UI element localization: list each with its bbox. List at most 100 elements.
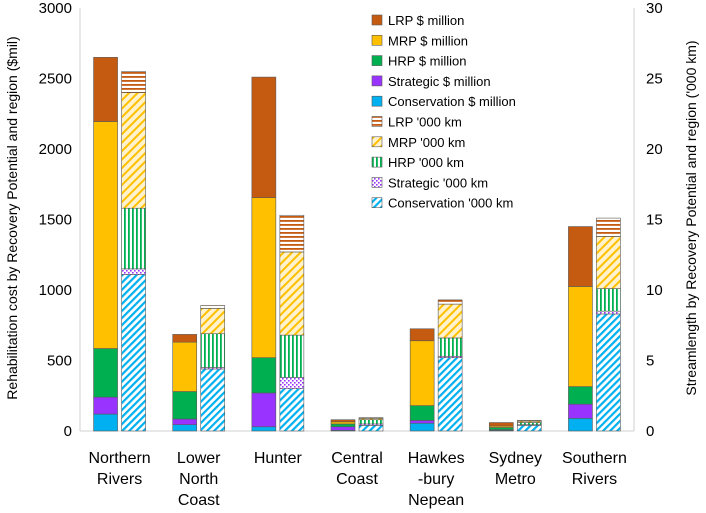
cost-bar-segment (93, 348, 118, 398)
length-bar-segment (279, 251, 305, 336)
legend-label: Strategic '000 km (388, 175, 488, 190)
legend-swatch (371, 156, 383, 168)
legend-label: Strategic $ million (388, 74, 491, 89)
length-bar-segment (121, 274, 146, 432)
cost-bar-segment (93, 57, 118, 122)
y2-tick-label: 20 (646, 141, 663, 158)
length-bar-segment (516, 425, 542, 432)
legend-label: LRP '000 km (388, 115, 462, 130)
length-bar-segment (358, 419, 384, 425)
legend-swatch (371, 34, 383, 46)
cost-bar-segment (409, 405, 435, 421)
length-bar-segment (279, 377, 305, 390)
length-bar-segment (200, 308, 226, 335)
legend-label: MRP '000 km (388, 135, 465, 150)
legend-label: Conservation '000 km (388, 196, 513, 211)
cost-bar-segment (568, 418, 593, 432)
cost-bar-segment (330, 421, 356, 425)
length-bar-segment (596, 313, 621, 432)
legend-swatch (371, 197, 383, 208)
x-category-label: Central Coast (331, 450, 383, 488)
x-category-label: Hunter (254, 450, 303, 467)
y-tick-label: 1500 (39, 212, 72, 229)
cost-bar-segment (93, 396, 118, 415)
length-bar-segment (279, 334, 305, 378)
length-bar-segment (121, 268, 146, 275)
length-bar-segment (596, 217, 621, 237)
y-tick-label: 500 (47, 353, 72, 370)
length-bar-segment (121, 71, 146, 93)
y2-tick-label: 25 (646, 71, 663, 88)
cost-bar-segment (568, 226, 593, 287)
length-bar-segment (437, 299, 463, 305)
legend-swatch (371, 136, 383, 148)
y2-tick-label: 30 (646, 0, 663, 17)
cost-bar-segment (330, 423, 356, 428)
cost-bar-segment (172, 418, 198, 425)
legend-label: Conservation $ million (388, 94, 516, 109)
length-bar-segment (437, 303, 463, 339)
x-category-label: Northern Rivers (88, 450, 150, 488)
cost-bar-segment (330, 426, 356, 431)
legend-label: HRP '000 km (388, 155, 464, 170)
y2-tick-label: 5 (646, 353, 654, 370)
y2-axis-title: Streamlength by Recovery Potential and r… (683, 40, 699, 395)
legend-swatch (371, 14, 383, 26)
cost-bar-segment (568, 286, 593, 387)
x-category-label: Sydney Metro (489, 450, 542, 488)
length-bar-segment (596, 310, 621, 315)
legend-swatch (371, 55, 383, 66)
cost-bar-segment (172, 341, 198, 392)
length-bar-segment (200, 368, 226, 432)
y-tick-label: 2000 (39, 141, 72, 158)
x-category-label: Lower North Coast (177, 450, 221, 509)
cost-bar-segment (251, 197, 277, 358)
cost-bar-segment (251, 426, 277, 432)
y-axis-title: Rehabilitation cost by Recovery Potentia… (4, 36, 20, 399)
length-bar-segment (200, 333, 226, 368)
y-tick-label: 3000 (39, 0, 72, 17)
y-tick-label: 1000 (39, 282, 72, 299)
cost-bar-segment (488, 427, 514, 430)
cost-bar-segment (251, 392, 277, 428)
length-bar-segment (200, 305, 226, 309)
y-tick-label: 2500 (39, 71, 72, 88)
length-bar-segment (358, 417, 384, 419)
cost-bar-segment (93, 121, 118, 349)
y2-tick-label: 0 (646, 423, 654, 440)
y-tick-label: 0 (64, 423, 72, 440)
length-bar-segment (437, 337, 463, 357)
cost-bar-segment (409, 422, 435, 432)
length-bar-segment (121, 92, 146, 209)
legend-swatch (371, 116, 383, 127)
legend-label: LRP $ million (388, 13, 464, 28)
x-category-label: Southern Rivers (562, 450, 627, 488)
length-bar-segment (437, 357, 463, 432)
cost-bar-segment (172, 391, 198, 420)
legend-swatch (371, 177, 383, 188)
y2-tick-label: 10 (646, 282, 663, 299)
length-bar-segment (121, 207, 146, 270)
cost-bar-segment (409, 420, 435, 424)
cost-bar-segment (93, 413, 118, 432)
length-bar-segment (516, 422, 542, 425)
x-category-label: Hawkes -bury Nepean (408, 450, 465, 509)
legend-swatch (371, 75, 383, 87)
cost-bar-segment (409, 328, 435, 342)
cost-bar-segment (568, 403, 593, 419)
cost-bar-segment (568, 386, 593, 405)
cost-bar-segment (172, 334, 198, 343)
length-bar-segment (279, 214, 305, 253)
legend-swatch (371, 95, 383, 107)
length-bar-segment (279, 388, 305, 432)
length-bar-segment (596, 288, 621, 312)
cost-bar-segment (251, 76, 277, 198)
legend-label: MRP $ million (388, 33, 468, 48)
cost-bar-segment (330, 419, 356, 423)
legend-label: HRP $ million (388, 54, 467, 69)
y2-tick-label: 15 (646, 212, 663, 229)
cost-bar-segment (172, 424, 198, 432)
length-bar-segment (596, 236, 621, 289)
cost-bar-segment (409, 340, 435, 406)
